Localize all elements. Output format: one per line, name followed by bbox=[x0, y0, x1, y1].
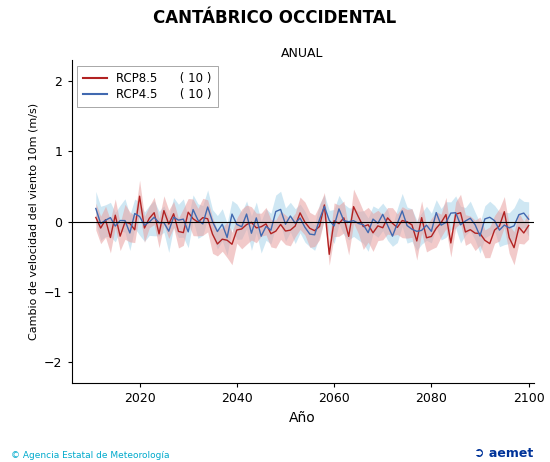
Title: ANUAL: ANUAL bbox=[281, 47, 324, 60]
Text: ➲ aemet: ➲ aemet bbox=[474, 447, 534, 460]
Text: © Agencia Estatal de Meteorología: © Agencia Estatal de Meteorología bbox=[11, 451, 169, 460]
Legend: RCP8.5      ( 10 ), RCP4.5      ( 10 ): RCP8.5 ( 10 ), RCP4.5 ( 10 ) bbox=[78, 66, 218, 107]
Text: CANTÁBRICO OCCIDENTAL: CANTÁBRICO OCCIDENTAL bbox=[153, 9, 397, 27]
Y-axis label: Cambio de velocidad del viento 10m (m/s): Cambio de velocidad del viento 10m (m/s) bbox=[29, 103, 38, 340]
X-axis label: Año: Año bbox=[289, 411, 316, 425]
